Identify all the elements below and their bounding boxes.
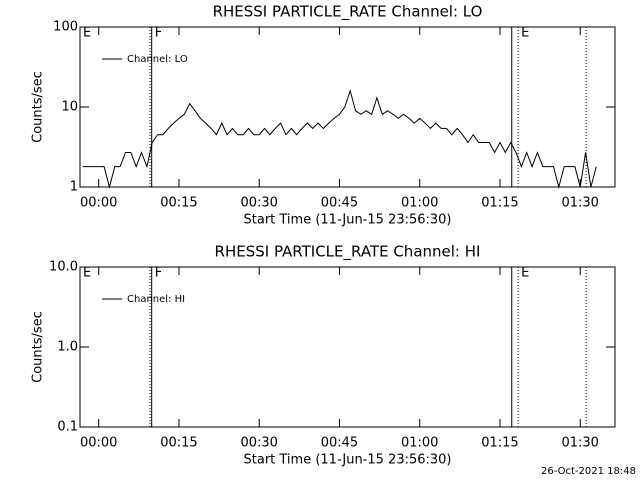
x-tick-label: 00:00 [80,436,117,451]
y-axis-label: Counts/sec [31,311,46,383]
x-tick-label: 01:15 [481,436,518,451]
x-tick-label: 01:15 [481,196,518,211]
legend-label: Channel: LO [127,54,188,65]
y-axis-label: Counts/sec [31,71,46,143]
chart-title: RHESSI PARTICLE_RATE Channel: LO [213,3,483,22]
x-tick-label: 00:45 [321,436,358,451]
x-axis-label: Start Time (11-Jun-15 23:56:30) [244,213,452,228]
y-tick-label: 10.0 [49,260,78,275]
footer: 26-Oct-2021 18:48 [541,466,636,477]
event-label: E [83,26,91,41]
y-tick-label: 1 [70,180,78,195]
data-line [82,88,597,189]
x-tick-label: 00:15 [160,436,197,451]
event-label: E [521,26,529,41]
x-tick-label: 00:15 [160,196,197,211]
event-label: E [83,266,91,281]
event-label: E [521,266,529,281]
y-tick-label: 10 [61,100,78,115]
event-label: F [155,266,162,281]
x-tick-label: 01:00 [401,436,438,451]
y-tick-label: 100 [53,20,78,35]
x-tick-label: 01:30 [561,196,598,211]
x-tick-label: 00:30 [240,436,277,451]
x-tick-label: 00:45 [321,196,358,211]
x-tick-label: 00:30 [240,196,277,211]
y-tick-label: 1.0 [57,340,78,355]
x-tick-label: 00:00 [80,196,117,211]
legend-label: Channel: HI [127,294,185,305]
x-axis-label: Start Time (11-Jun-15 23:56:30) [244,453,452,468]
event-label: F [155,26,162,41]
x-tick-label: 01:30 [561,436,598,451]
chart-title: RHESSI PARTICLE_RATE Channel: HI [215,243,481,262]
y-tick-label: 0.1 [57,420,78,435]
x-tick-label: 01:00 [401,196,438,211]
